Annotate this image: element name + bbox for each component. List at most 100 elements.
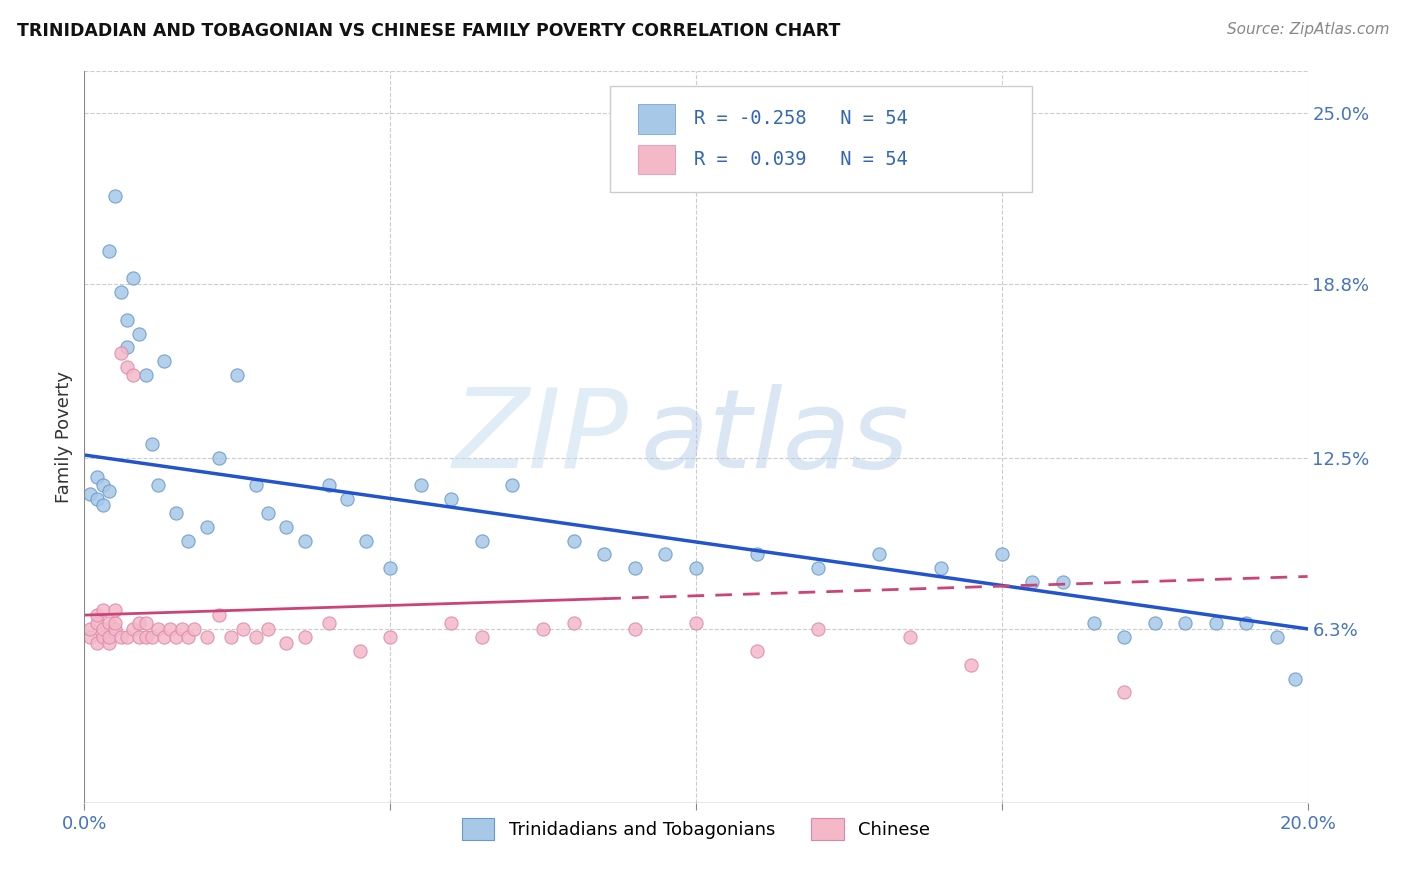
- Point: [128, 326, 150, 341]
- Point: [195, 630, 218, 644]
- Point: [91, 630, 114, 644]
- Point: [110, 630, 132, 644]
- Point: [409, 478, 432, 492]
- Point: [245, 630, 267, 644]
- Point: [86, 608, 108, 623]
- Point: [122, 622, 145, 636]
- Point: [1052, 574, 1074, 589]
- Point: [86, 636, 108, 650]
- Point: [104, 616, 127, 631]
- Point: [562, 616, 585, 631]
- Point: [1143, 616, 1166, 631]
- Point: [898, 630, 921, 644]
- Point: [318, 616, 340, 631]
- Point: [219, 630, 242, 644]
- Point: [294, 533, 316, 548]
- Point: [960, 657, 983, 672]
- Text: Source: ZipAtlas.com: Source: ZipAtlas.com: [1226, 22, 1389, 37]
- Point: [1114, 685, 1136, 699]
- Point: [685, 561, 707, 575]
- Point: [97, 244, 120, 258]
- Legend: Trinidadians and Tobagonians, Chinese: Trinidadians and Tobagonians, Chinese: [453, 808, 939, 848]
- FancyBboxPatch shape: [610, 86, 1032, 192]
- Point: [115, 340, 138, 354]
- Point: [208, 450, 231, 465]
- Point: [177, 630, 200, 644]
- Point: [165, 506, 187, 520]
- Point: [593, 548, 616, 562]
- Point: [110, 285, 132, 300]
- Point: [135, 616, 157, 631]
- Point: [257, 622, 280, 636]
- Point: [929, 561, 952, 575]
- Text: TRINIDADIAN AND TOBAGONIAN VS CHINESE FAMILY POVERTY CORRELATION CHART: TRINIDADIAN AND TOBAGONIAN VS CHINESE FA…: [17, 22, 841, 40]
- Y-axis label: Family Poverty: Family Poverty: [55, 371, 73, 503]
- Point: [86, 492, 108, 507]
- Point: [1114, 630, 1136, 644]
- Point: [115, 359, 138, 374]
- Point: [79, 630, 101, 644]
- Point: [153, 354, 176, 368]
- Point: [471, 533, 494, 548]
- Point: [165, 630, 187, 644]
- Point: [1284, 672, 1306, 686]
- Point: [685, 616, 707, 631]
- Point: [336, 492, 359, 507]
- Point: [97, 483, 120, 498]
- Point: [245, 478, 267, 492]
- Point: [562, 533, 585, 548]
- Point: [97, 616, 120, 631]
- Point: [177, 533, 200, 548]
- Point: [97, 630, 120, 644]
- Point: [380, 561, 402, 575]
- Point: [257, 506, 280, 520]
- Point: [146, 478, 169, 492]
- Point: [747, 644, 769, 658]
- Point: [869, 548, 891, 562]
- Point: [440, 616, 463, 631]
- Point: [122, 271, 145, 285]
- Text: R = -0.258   N = 54: R = -0.258 N = 54: [693, 110, 907, 128]
- Point: [1265, 630, 1288, 644]
- Point: [86, 616, 108, 631]
- Point: [1021, 574, 1043, 589]
- Text: R =  0.039   N = 54: R = 0.039 N = 54: [693, 150, 907, 169]
- Point: [135, 630, 157, 644]
- Point: [79, 486, 101, 500]
- Point: [747, 548, 769, 562]
- Point: [79, 622, 101, 636]
- Text: ZIP: ZIP: [453, 384, 628, 491]
- Point: [502, 478, 524, 492]
- Point: [624, 561, 647, 575]
- Point: [110, 346, 132, 360]
- Point: [195, 520, 218, 534]
- Point: [135, 368, 157, 382]
- Point: [91, 622, 114, 636]
- Point: [141, 630, 163, 644]
- Point: [440, 492, 463, 507]
- Point: [91, 602, 114, 616]
- Point: [807, 561, 830, 575]
- Point: [104, 622, 127, 636]
- Point: [226, 368, 249, 382]
- Point: [122, 368, 145, 382]
- Point: [153, 630, 176, 644]
- Point: [807, 622, 830, 636]
- Point: [128, 630, 150, 644]
- Point: [208, 608, 231, 623]
- Point: [128, 616, 150, 631]
- Point: [1174, 616, 1197, 631]
- Point: [115, 630, 138, 644]
- Point: [232, 622, 254, 636]
- Point: [104, 188, 127, 202]
- Point: [294, 630, 316, 644]
- Point: [991, 548, 1014, 562]
- Point: [97, 636, 120, 650]
- Point: [146, 622, 169, 636]
- Point: [276, 636, 298, 650]
- Point: [1205, 616, 1227, 631]
- Point: [318, 478, 340, 492]
- Point: [654, 548, 676, 562]
- Point: [1236, 616, 1258, 631]
- Point: [276, 520, 298, 534]
